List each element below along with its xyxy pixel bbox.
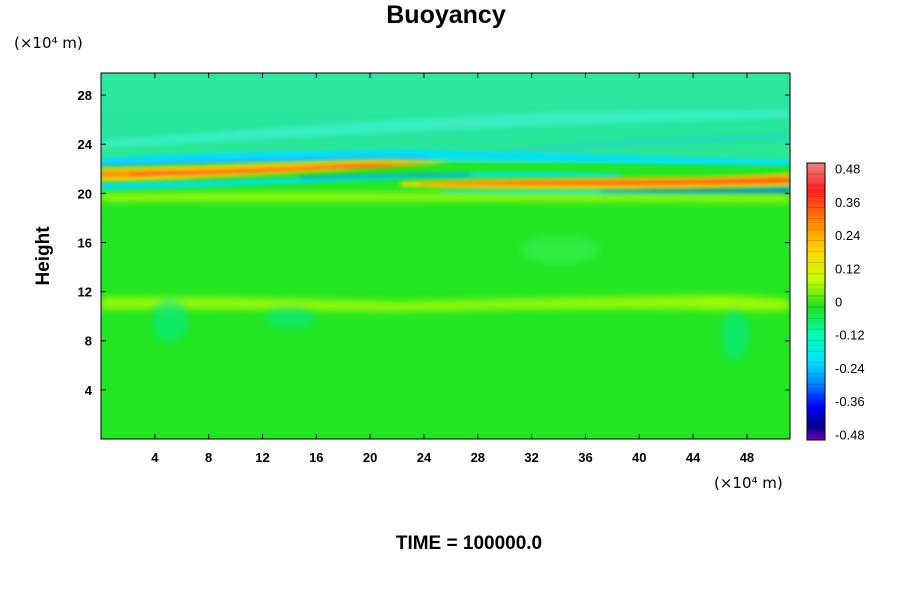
colorbar-tick-label: 0.12 <box>835 261 860 276</box>
heatmap-field <box>101 73 790 439</box>
x-tick-label: 12 <box>255 450 269 465</box>
colorbar-tick-label: 0.36 <box>835 195 860 210</box>
colorbar-tick-label: -0.48 <box>835 427 865 442</box>
x-tick-label: 4 <box>151 450 159 465</box>
colorbar: 0.48 0.36 0.24 0.12 0 -0.12 -0.24 -0.36 -0.48 <box>806 162 865 442</box>
x-tick-label: 32 <box>524 450 538 465</box>
plot-frame <box>100 72 791 440</box>
colorbar-tick-label: 0.24 <box>835 228 860 243</box>
colorbar-tick-label: -0.24 <box>835 361 865 376</box>
x-tick-label: 44 <box>686 450 701 465</box>
x-tick-label: 8 <box>205 450 212 465</box>
y-axis-label: Height <box>33 226 54 286</box>
y-tick-label: 16 <box>78 235 92 250</box>
x-tick-label: 28 <box>471 450 485 465</box>
colorbar-tick-label: -0.36 <box>835 394 865 409</box>
x-tick-label: 16 <box>309 450 323 465</box>
x-tick-label: 20 <box>363 450 377 465</box>
x-tick-label: 48 <box>740 450 754 465</box>
y-tick-label: 8 <box>85 334 92 349</box>
y-tick-label: 20 <box>78 186 92 201</box>
x-tick-label: 40 <box>632 450 646 465</box>
y-tick-label: 28 <box>78 88 92 103</box>
x-tick-label: 36 <box>578 450 592 465</box>
colorbar-tick-label: -0.12 <box>835 328 865 343</box>
y-tick-label: 4 <box>85 383 93 398</box>
y-axis: 4 8 12 16 20 24 28 <box>78 88 790 398</box>
y-axis-unit: (×10⁴ m) <box>14 34 83 52</box>
time-label: TIME = 100000.0 <box>396 533 542 554</box>
y-tick-label: 12 <box>78 285 92 300</box>
y-tick-label: 24 <box>78 137 93 152</box>
colorbar-scale <box>806 162 826 441</box>
chart-title: Buoyancy <box>386 1 506 29</box>
x-tick-label: 24 <box>417 450 432 465</box>
x-axis-unit: (×10⁴ m) <box>714 474 783 492</box>
x-axis: 4 8 12 16 20 24 28 32 36 40 44 48 <box>151 73 754 465</box>
colorbar-tick-label: 0 <box>835 295 842 310</box>
colorbar-tick-label: 0.48 <box>835 162 860 177</box>
